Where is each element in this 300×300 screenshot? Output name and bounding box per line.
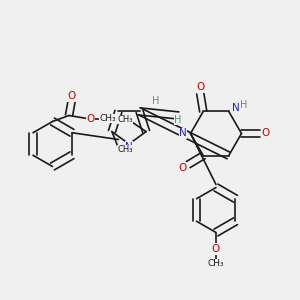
Text: N: N — [179, 128, 187, 139]
Text: O: O — [261, 128, 270, 139]
Text: O: O — [196, 82, 204, 92]
Text: CH₃: CH₃ — [118, 145, 133, 154]
Text: H: H — [152, 97, 160, 106]
Text: CH₃: CH₃ — [100, 114, 116, 123]
Text: O: O — [68, 91, 76, 101]
Text: CH₃: CH₃ — [117, 115, 133, 124]
Text: H: H — [175, 115, 182, 125]
Text: N: N — [125, 142, 133, 152]
Text: CH₃: CH₃ — [208, 260, 224, 268]
Text: O: O — [178, 163, 186, 172]
Text: H: H — [240, 100, 247, 110]
Text: O: O — [86, 113, 95, 124]
Text: N: N — [232, 103, 240, 113]
Text: O: O — [212, 244, 220, 254]
